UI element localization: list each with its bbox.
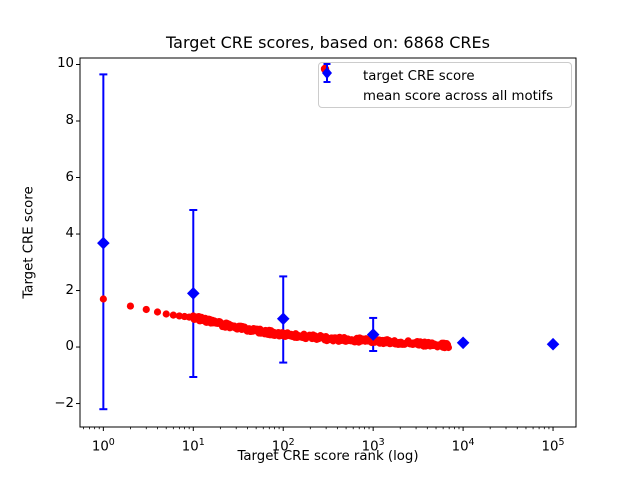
red-scatter-point [99, 295, 107, 303]
y-tick-label: 10 [57, 56, 74, 72]
blue-diamond-point [546, 337, 560, 351]
x-tick-label: 104 [451, 437, 475, 455]
red-scatter-point [142, 305, 150, 314]
x-tick-label: 105 [541, 437, 565, 455]
red-scatter-point [175, 312, 183, 320]
blue-diamond-point [456, 336, 470, 350]
blue-diamond-point [366, 328, 380, 341]
x-tick-label: 100 [91, 437, 115, 455]
y-tick-label: 0 [65, 339, 74, 355]
legend-item-label: target CRE score [363, 68, 475, 84]
red-scatter-point [162, 310, 170, 318]
red-scatter-point [126, 302, 135, 310]
y-tick-label: 8 [65, 113, 74, 128]
y-tick-label: 4 [65, 226, 74, 242]
y-tick-label: 6 [65, 169, 74, 185]
legend-item-mean-score: mean score across all motifs [319, 63, 571, 106]
red-scatter-point [153, 308, 162, 316]
chart-title: Target CRE scores, based on: 6868 CREs [166, 33, 490, 52]
legend-item-target-cre-score: target CRE score [319, 64, 571, 86]
legend-item-label: mean score across all motifs [363, 88, 554, 104]
legend: target CRE score mean score across all m… [318, 62, 572, 108]
x-tick-label: 101 [181, 437, 205, 455]
blue-diamond-point [97, 236, 110, 250]
y-tick-label: −2 [54, 395, 74, 411]
axes-frame [79, 57, 577, 428]
x-tick-label: 102 [271, 437, 295, 455]
blue-diamond-point [276, 312, 290, 326]
y-axis-label: Target CRE score [21, 186, 37, 299]
blue-diamond-point [186, 287, 200, 300]
red-scatter-point [444, 343, 453, 352]
x-tick-label: 103 [361, 437, 385, 455]
x-axis-label: Target CRE score rank (log) [237, 449, 419, 464]
red-scatter-point [169, 311, 177, 319]
y-tick-label: 2 [65, 282, 74, 298]
